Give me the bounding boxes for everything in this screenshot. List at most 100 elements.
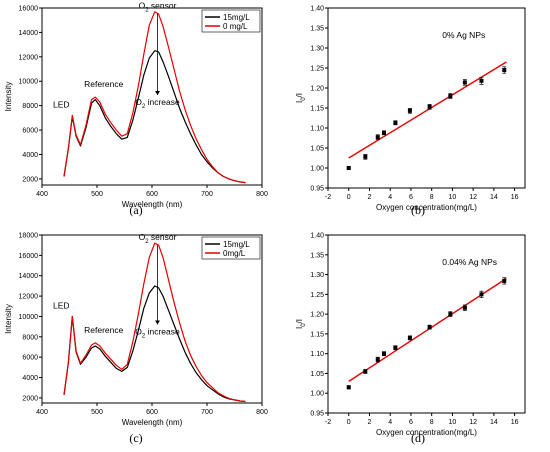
y-tick-label: 1.30 (310, 272, 324, 279)
x-axis-label: Wavelength (nm) (122, 200, 183, 209)
y-axis-label-sub: 0 (301, 323, 307, 327)
y-axis-label: Intensity (4, 82, 13, 112)
reference-label: Reference (84, 325, 123, 335)
o2-sensor-label-main: O (139, 1, 146, 11)
x-tick-label: 12 (469, 419, 477, 426)
panel-3: 400 500 600 700 800 2000 4000 6000 8000 10000 1200… (4, 232, 268, 445)
data-point (502, 68, 507, 72)
reference-label: Reference (84, 79, 123, 89)
y-tick-label: 2000 (22, 395, 38, 402)
panel-caption: (b) (411, 203, 425, 217)
series-line-2 (63, 11, 246, 184)
y-axis-label: I0/I (295, 93, 307, 103)
x-axis-label: Wavelength (nm) (122, 418, 183, 427)
x-tick-label: 4 (388, 194, 392, 201)
x-tick-label: 4 (388, 419, 392, 426)
x-tick-label: 800 (256, 191, 268, 198)
data-point (381, 351, 386, 356)
x-tick-label: 8 (430, 419, 434, 426)
x-tick-label: 12 (469, 194, 477, 201)
o2-increase-label-tail: increase (145, 327, 180, 337)
y-tick-label: 1.00 (310, 391, 324, 398)
panel-caption: (c) (129, 431, 142, 445)
y-tick-label: 16000 (19, 6, 39, 13)
x-tick-label: 0 (347, 194, 351, 201)
y-tick-label: 1.05 (310, 371, 324, 378)
data-point (346, 166, 351, 170)
y-tick-label: 4000 (22, 375, 38, 382)
x-tick-label: 10 (449, 419, 457, 426)
x-tick-label: 6 (409, 194, 413, 201)
data-point (479, 292, 484, 297)
legend-label-1: 15mg/L (223, 240, 250, 249)
o2-increase-label-main: O (135, 327, 142, 337)
x-tick-label: 14 (490, 194, 498, 201)
x-tick-label: 400 (36, 191, 48, 198)
y-tick-label: 6000 (22, 128, 38, 135)
o2-increase-label: O2 increase (135, 327, 180, 340)
legend-label-2: 0 mg/L (223, 22, 248, 31)
x-tick-label: 14 (490, 419, 498, 426)
y-axis-label: Intensity (4, 304, 13, 334)
y-tick-label: 14000 (19, 30, 39, 37)
x-tick-label: -2 (325, 194, 331, 201)
data-point (479, 78, 484, 83)
y-tick-label: 1.25 (310, 66, 324, 73)
data-point (393, 345, 398, 350)
y-tick-label: 8000 (22, 334, 38, 341)
data-point (502, 278, 507, 283)
y-tick-label: 14000 (19, 273, 39, 280)
o2-sensor-label: O2 sensor (139, 232, 177, 245)
sample-label: 0% Ag NPs (442, 30, 485, 40)
y-tick-label: 1.20 (310, 86, 324, 93)
y-tick-label: 1.35 (310, 252, 324, 259)
series-line-1 (63, 50, 246, 184)
data-point (407, 335, 412, 340)
x-tick-label: 16 (511, 419, 519, 426)
y-tick-label: 1.30 (310, 46, 324, 53)
y-tick-label: 0.95 (310, 411, 324, 418)
x-tick-label: 10 (449, 194, 457, 201)
y-tick-label: 1.00 (310, 166, 324, 173)
o2-sensor-label-tail: sensor (149, 1, 177, 11)
data-point (427, 104, 432, 109)
y-tick-label: 1.25 (310, 292, 324, 299)
y-tick-label: 8000 (22, 103, 38, 110)
o2-increase-label-main: O (135, 97, 142, 107)
o2-sensor-label-sub: 2 (145, 239, 149, 245)
x-axis-label: Oxygen concentration(mg/L) (376, 428, 477, 437)
y-axis-label-main: I (295, 327, 304, 329)
led-label: LED (53, 99, 70, 109)
series-line-1 (63, 285, 246, 403)
y-tick-label: 0.95 (310, 186, 324, 193)
o2-increase-label-tail: increase (145, 97, 180, 107)
data-point (363, 154, 368, 159)
panel-1: 400 500 600 700 800 2000 4000 6000 8000 10000 1200… (4, 1, 268, 217)
y-tick-label: 1.35 (310, 26, 324, 33)
o2-increase-label-sub: 2 (142, 334, 146, 340)
x-tick-label: 600 (146, 191, 158, 198)
data-point (375, 357, 380, 362)
x-tick-label: 16 (511, 194, 519, 201)
x-tick-label: 0 (347, 419, 351, 426)
y-tick-label: 1.15 (310, 106, 324, 113)
y-axis-label-sub: 0 (301, 97, 307, 101)
plot-frame (327, 234, 526, 414)
x-tick-label: 600 (146, 409, 158, 416)
o2-sensor-label-main: O (139, 232, 146, 242)
y-axis-label-tail: /I (295, 93, 304, 97)
x-tick-label: 700 (201, 191, 213, 198)
y-tick-label: 18000 (19, 233, 39, 240)
data-point (448, 312, 453, 317)
plot-frame (327, 7, 526, 189)
y-tick-label: 12000 (19, 54, 39, 61)
x-tick-label: 8 (430, 194, 434, 201)
y-axis-label-main: I (295, 101, 304, 103)
o2-sensor-label-tail: sensor (149, 232, 177, 242)
data-point (375, 135, 380, 140)
y-tick-label: 1.15 (310, 331, 324, 338)
y-axis-label-tail: /I (295, 319, 304, 323)
y-tick-label: 10000 (19, 314, 39, 321)
o2-sensor-label: O2 sensor (139, 1, 177, 14)
